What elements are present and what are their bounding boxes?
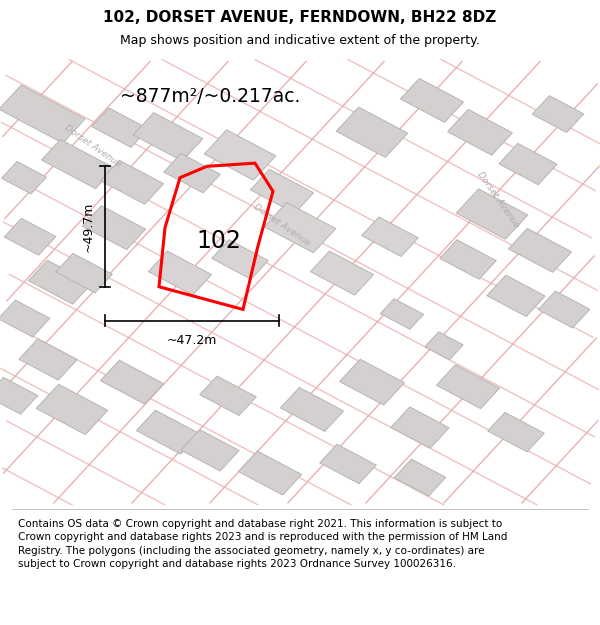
Polygon shape — [362, 217, 418, 256]
Polygon shape — [380, 299, 424, 329]
Polygon shape — [36, 384, 108, 434]
Polygon shape — [250, 169, 314, 213]
Text: Dorset Avenue: Dorset Avenue — [475, 171, 521, 231]
Polygon shape — [4, 218, 56, 255]
Polygon shape — [264, 202, 336, 252]
Polygon shape — [310, 251, 374, 295]
Polygon shape — [41, 139, 115, 189]
Polygon shape — [532, 96, 584, 132]
Text: Map shows position and indicative extent of the property.: Map shows position and indicative extent… — [120, 34, 480, 47]
Text: Dorset Avenue: Dorset Avenue — [252, 202, 312, 248]
Polygon shape — [448, 109, 512, 155]
Polygon shape — [487, 275, 545, 316]
Polygon shape — [92, 108, 148, 148]
Polygon shape — [200, 376, 256, 416]
Polygon shape — [280, 388, 344, 431]
Polygon shape — [0, 85, 85, 143]
Polygon shape — [340, 359, 404, 405]
Text: ~49.7m: ~49.7m — [81, 201, 94, 252]
Text: ~47.2m: ~47.2m — [167, 334, 217, 348]
Polygon shape — [28, 260, 92, 304]
Polygon shape — [320, 444, 376, 484]
Polygon shape — [19, 339, 77, 380]
Polygon shape — [100, 160, 164, 204]
Polygon shape — [425, 332, 463, 360]
Text: ~877m²/~0.217ac.: ~877m²/~0.217ac. — [120, 87, 301, 106]
Polygon shape — [508, 228, 572, 272]
Polygon shape — [56, 253, 112, 293]
Polygon shape — [440, 240, 496, 279]
Polygon shape — [538, 291, 590, 328]
Polygon shape — [136, 410, 200, 454]
Text: 102: 102 — [197, 229, 241, 253]
Polygon shape — [394, 459, 446, 496]
Polygon shape — [400, 79, 464, 122]
Polygon shape — [336, 107, 408, 158]
Polygon shape — [456, 189, 528, 239]
Polygon shape — [82, 206, 146, 249]
Polygon shape — [238, 451, 302, 495]
Polygon shape — [2, 161, 46, 194]
Polygon shape — [133, 112, 203, 161]
Polygon shape — [148, 251, 212, 295]
Polygon shape — [181, 429, 239, 471]
Text: Contains OS data © Crown copyright and database right 2021. This information is : Contains OS data © Crown copyright and d… — [18, 519, 508, 569]
Polygon shape — [499, 143, 557, 185]
Polygon shape — [488, 412, 544, 452]
Text: Dorset Avenue: Dorset Avenue — [63, 123, 123, 169]
Polygon shape — [204, 130, 276, 180]
Polygon shape — [391, 407, 449, 448]
Polygon shape — [0, 300, 50, 337]
Polygon shape — [436, 365, 500, 409]
Text: 102, DORSET AVENUE, FERNDOWN, BH22 8DZ: 102, DORSET AVENUE, FERNDOWN, BH22 8DZ — [103, 10, 497, 25]
Polygon shape — [100, 360, 164, 404]
Polygon shape — [164, 153, 220, 193]
Polygon shape — [0, 378, 38, 414]
Polygon shape — [212, 240, 268, 279]
